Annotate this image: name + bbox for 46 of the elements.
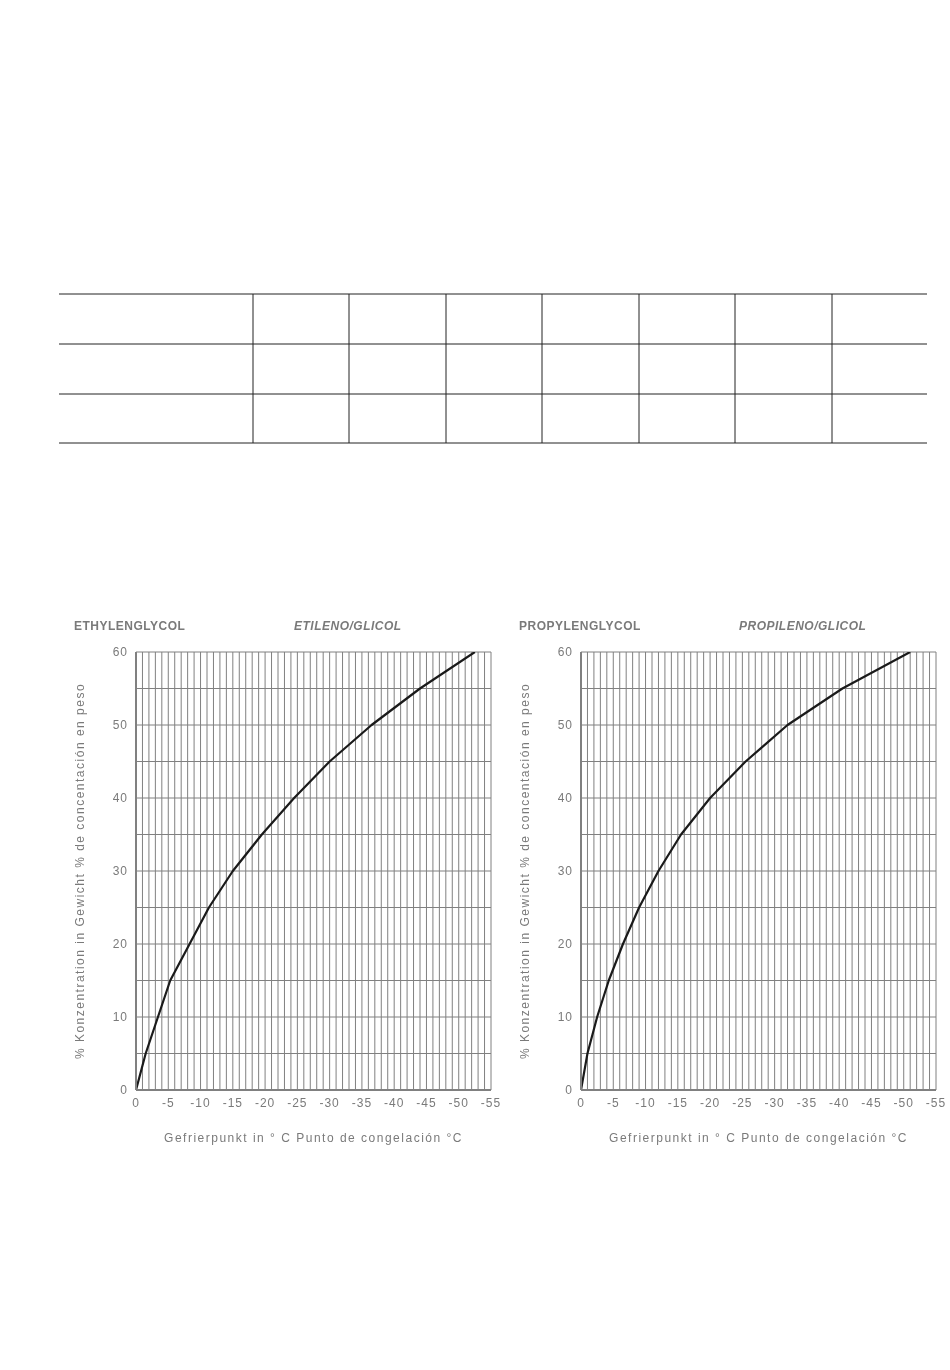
x-tick-label: -50	[893, 1095, 914, 1110]
y-tick-label: 10	[112, 1010, 128, 1025]
y-tick-label: 60	[112, 645, 128, 660]
y-axis-title: % Konzentration in Gewicht % de concentación en peso	[518, 682, 533, 1060]
x-tick-label: -40	[384, 1095, 405, 1110]
x-tick-label: -45	[416, 1095, 437, 1110]
x-tick-label: -35	[796, 1095, 818, 1110]
y-tick-label: 30	[557, 864, 573, 879]
x-tick-label: 0	[577, 1095, 585, 1110]
y-tick-label: 0	[120, 1083, 128, 1098]
x-tick-label: -15	[667, 1095, 688, 1110]
y-tick-label: 0	[565, 1083, 573, 1098]
x-tick-label: -25	[732, 1095, 753, 1110]
y-tick-label: 40	[112, 791, 128, 806]
y-tick-label: 30	[112, 864, 128, 879]
x-axis-title: Gefrierpunkt in ° C Punto de congelación °C	[609, 1131, 908, 1145]
x-tick-label: -10	[190, 1095, 211, 1110]
x-tick-label: -5	[161, 1095, 175, 1110]
x-tick-label: -35	[351, 1095, 373, 1110]
x-tick-label: -45	[861, 1095, 882, 1110]
x-tick-label: -20	[254, 1095, 276, 1110]
x-tick-label: -25	[287, 1095, 308, 1110]
y-tick-label: 50	[112, 718, 128, 733]
x-tick-label: -10	[635, 1095, 656, 1110]
x-tick-label: -55	[925, 1095, 947, 1110]
chart-subtitle: ETILENO/GLICOL	[294, 619, 402, 633]
chart-subtitle: PROPILENO/GLICOL	[739, 619, 867, 633]
y-tick-label: 20	[112, 937, 128, 952]
x-tick-label: -30	[764, 1095, 785, 1110]
y-tick-label: 60	[557, 645, 573, 660]
x-tick-label: -55	[480, 1095, 502, 1110]
x-tick-label: -30	[319, 1095, 340, 1110]
y-tick-label: 50	[557, 718, 573, 733]
y-tick-label: 40	[557, 791, 573, 806]
x-tick-label: -15	[222, 1095, 243, 1110]
chart-title: ETHYLENGLYCOL	[74, 619, 187, 633]
x-tick-label: -40	[829, 1095, 850, 1110]
chart-title: PROPYLENGLYCOL	[519, 619, 642, 633]
x-tick-label: -20	[699, 1095, 721, 1110]
x-tick-label: 0	[132, 1095, 140, 1110]
x-tick-label: -50	[448, 1095, 469, 1110]
y-tick-label: 20	[557, 937, 573, 952]
y-tick-label: 10	[557, 1010, 573, 1025]
x-axis-title: Gefrierpunkt in ° C Punto de congelación °C	[164, 1131, 463, 1145]
y-axis-title: % Konzentration in Gewicht % de concentación en peso	[73, 682, 88, 1060]
x-tick-label: -5	[606, 1095, 620, 1110]
